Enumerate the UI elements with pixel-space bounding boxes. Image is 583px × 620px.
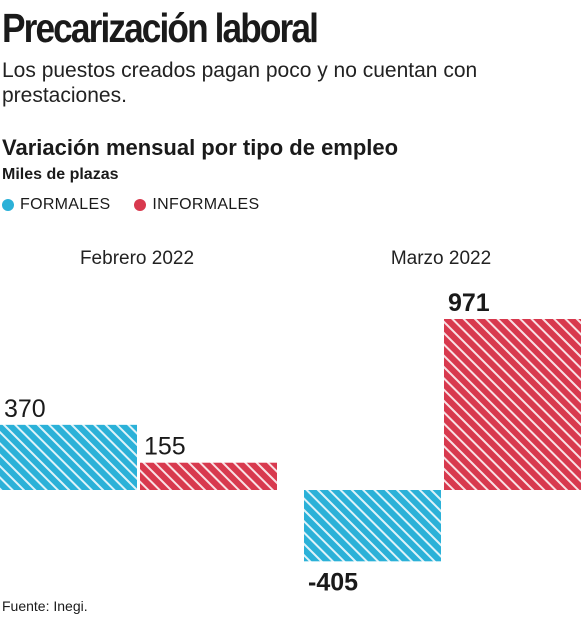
legend-label-informales: INFORMALES xyxy=(152,196,260,213)
chart-units: Miles de plazas xyxy=(2,166,119,183)
legend-item-formales: FORMALES xyxy=(2,196,110,214)
value-label-formales-0: 370 xyxy=(4,395,46,423)
legend-swatch-formales xyxy=(2,199,14,211)
period-label-0: Febrero 2022 xyxy=(80,248,194,269)
chart-legend: FORMALES INFORMALES xyxy=(2,194,283,216)
page-subtitle: Los puestos creados pagan poco y no cuen… xyxy=(2,59,478,107)
chart-plot: Febrero 2022 370 155 Marzo 2022 -405 971 xyxy=(0,248,581,595)
bar-informales-0 xyxy=(140,462,277,490)
legend-swatch-informales xyxy=(134,199,147,211)
value-label-informales-1: 971 xyxy=(448,289,490,317)
chart-title: Variación mensual por tipo de empleo xyxy=(2,135,399,160)
value-label-formales-1: -405 xyxy=(308,568,358,595)
page-title: Precarización laboral xyxy=(2,5,319,51)
bar-formales-1 xyxy=(304,490,441,562)
value-label-informales-0: 155 xyxy=(144,433,186,461)
bar-formales-0 xyxy=(0,424,137,490)
period-label-1: Marzo 2022 xyxy=(391,248,491,269)
legend-item-informales: INFORMALES xyxy=(134,196,259,214)
bar-informales-1 xyxy=(444,319,581,490)
source-note: Fuente: Inegi. xyxy=(2,598,88,614)
legend-label-formales: FORMALES xyxy=(20,196,111,213)
